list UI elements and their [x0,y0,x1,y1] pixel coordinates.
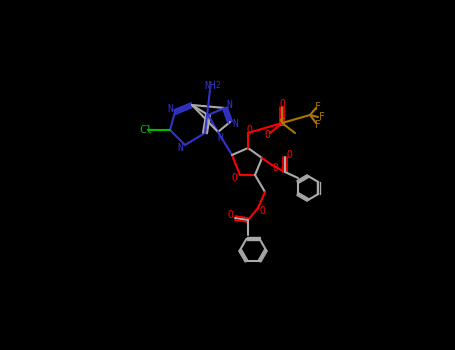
Text: O: O [279,99,285,109]
Text: O: O [264,130,270,140]
Text: S: S [278,118,285,128]
Text: O: O [227,210,233,220]
Text: O: O [246,125,252,135]
Text: NH: NH [204,81,216,91]
Text: Cl: Cl [139,125,153,135]
Text: N: N [232,119,238,129]
Text: 2: 2 [216,82,220,91]
Text: N: N [177,143,183,153]
Text: O: O [231,173,237,183]
Text: F: F [315,120,321,130]
Text: O: O [259,206,265,216]
Text: O: O [272,163,278,173]
Text: F: F [319,112,325,122]
Text: N: N [167,104,173,114]
Text: N: N [226,100,232,110]
Text: F: F [315,102,321,112]
Text: O: O [286,150,292,160]
Text: N: N [217,133,223,143]
